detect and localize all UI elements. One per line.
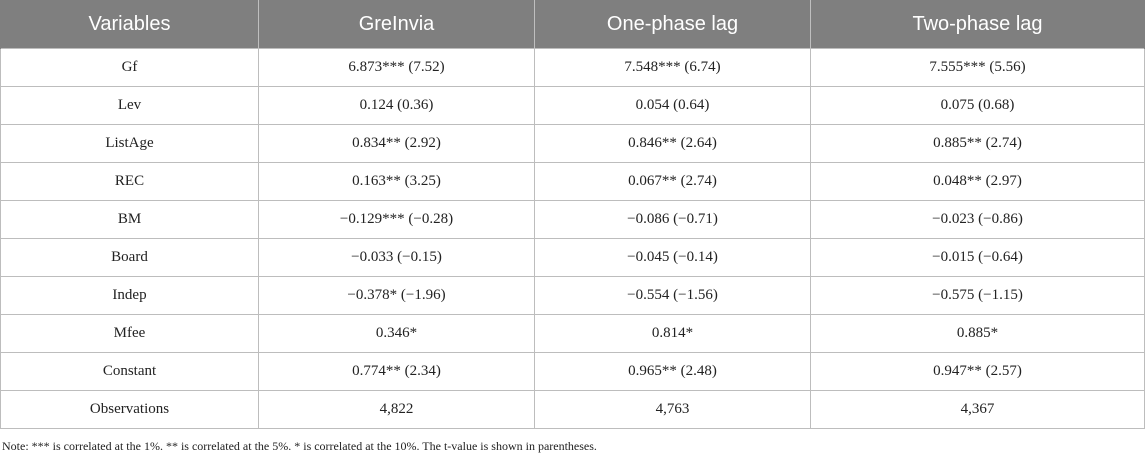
table-cell: 0.814* (534, 314, 811, 353)
table-row: Lev 0.124 (0.36) 0.054 (0.64) 0.075 (0.6… (0, 86, 1145, 125)
table-cell: −0.015 (−0.64) (810, 238, 1145, 277)
header-row: Variables GreInvia One-phase lag Two-pha… (0, 0, 1145, 49)
table-row: ListAge 0.834** (2.92) 0.846** (2.64) 0.… (0, 124, 1145, 163)
table-header: Variables GreInvia One-phase lag Two-pha… (0, 0, 1145, 49)
table-cell: 7.548*** (6.74) (534, 48, 811, 87)
row-label: Mfee (0, 314, 259, 353)
table-footnote: Note: *** is correlated at the 1%. ** is… (2, 439, 597, 453)
table-cell: 0.163** (3.25) (258, 162, 535, 201)
table-cell: −0.575 (−1.15) (810, 276, 1145, 315)
row-label: Board (0, 238, 259, 277)
table-row: Indep −0.378* (−1.96) −0.554 (−1.56) −0.… (0, 276, 1145, 315)
table-cell: 0.885** (2.74) (810, 124, 1145, 163)
header-one-phase-lag: One-phase lag (534, 0, 811, 49)
table-cell: 0.054 (0.64) (534, 86, 811, 125)
table-row: BM −0.129*** (−0.28) −0.086 (−0.71) −0.0… (0, 200, 1145, 239)
table-row: REC 0.163** (3.25) 0.067** (2.74) 0.048*… (0, 162, 1145, 201)
table-row: Constant 0.774** (2.34) 0.965** (2.48) 0… (0, 352, 1145, 391)
table-cell: 0.965** (2.48) (534, 352, 811, 391)
header-two-phase-lag: Two-phase lag (810, 0, 1145, 49)
row-label: ListAge (0, 124, 259, 163)
table-cell: 6.873*** (7.52) (258, 48, 535, 87)
table-cell: −0.033 (−0.15) (258, 238, 535, 277)
table-row: Mfee 0.346* 0.814* 0.885* (0, 314, 1145, 353)
table-cell: 0.834** (2.92) (258, 124, 535, 163)
table-cell: 0.846** (2.64) (534, 124, 811, 163)
table-cell: 0.075 (0.68) (810, 86, 1145, 125)
row-label: REC (0, 162, 259, 201)
table-cell: −0.378* (−1.96) (258, 276, 535, 315)
table-cell: 0.048** (2.97) (810, 162, 1145, 201)
header-greinvia: GreInvia (258, 0, 535, 49)
table-cell: 0.346* (258, 314, 535, 353)
table-cell: 0.774** (2.34) (258, 352, 535, 391)
table-cell: −0.129*** (−0.28) (258, 200, 535, 239)
table-cell: −0.086 (−0.71) (534, 200, 811, 239)
table-row: Gf 6.873*** (7.52) 7.548*** (6.74) 7.555… (0, 48, 1145, 87)
table-cell: 0.124 (0.36) (258, 86, 535, 125)
row-label: BM (0, 200, 259, 239)
table-row: Observations 4,822 4,763 4,367 (0, 390, 1145, 429)
table-cell: −0.045 (−0.14) (534, 238, 811, 277)
row-label: Constant (0, 352, 259, 391)
row-label: Gf (0, 48, 259, 87)
row-label: Observations (0, 390, 259, 429)
table-cell: −0.554 (−1.56) (534, 276, 811, 315)
table-cell: 0.885* (810, 314, 1145, 353)
table-cell: 4,367 (810, 390, 1145, 429)
row-label: Indep (0, 276, 259, 315)
regression-table-container: Variables GreInvia One-phase lag Two-pha… (0, 0, 1145, 429)
table-cell: −0.023 (−0.86) (810, 200, 1145, 239)
table-cell: 4,763 (534, 390, 811, 429)
table-cell: 0.067** (2.74) (534, 162, 811, 201)
header-variables: Variables (0, 0, 259, 49)
table-row: Board −0.033 (−0.15) −0.045 (−0.14) −0.0… (0, 238, 1145, 277)
table-cell: 4,822 (258, 390, 535, 429)
table-cell: 0.947** (2.57) (810, 352, 1145, 391)
table-cell: 7.555*** (5.56) (810, 48, 1145, 87)
table-body: Gf 6.873*** (7.52) 7.548*** (6.74) 7.555… (0, 48, 1145, 429)
row-label: Lev (0, 86, 259, 125)
regression-table: Variables GreInvia One-phase lag Two-pha… (0, 0, 1145, 429)
